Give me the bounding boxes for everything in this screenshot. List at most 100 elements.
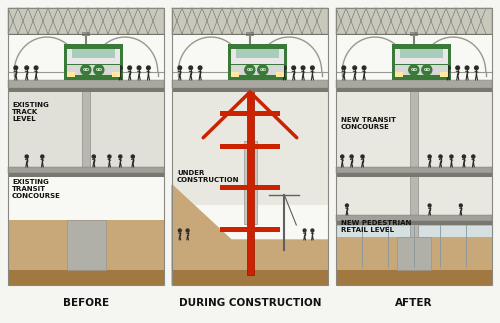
Text: GO: GO [82, 68, 89, 72]
Text: BEFORE: BEFORE [63, 298, 109, 308]
Bar [172, 8, 328, 285]
Bar [220, 144, 280, 150]
Bar [336, 173, 492, 177]
Bar [112, 72, 120, 77]
Bar [336, 215, 492, 221]
Circle shape [450, 155, 453, 158]
Text: GO: GO [96, 68, 102, 72]
Circle shape [189, 66, 192, 70]
Circle shape [303, 229, 306, 232]
Circle shape [428, 204, 431, 207]
Bar [246, 92, 254, 275]
Text: AFTER: AFTER [395, 298, 432, 308]
Bar [246, 32, 254, 36]
Bar [336, 88, 492, 92]
Bar [336, 175, 492, 215]
Bar [336, 270, 492, 285]
Bar [72, 49, 116, 58]
Circle shape [258, 65, 268, 75]
Circle shape [409, 65, 419, 75]
Bar [172, 80, 328, 88]
Circle shape [474, 66, 478, 70]
Circle shape [439, 155, 442, 158]
Bar [244, 141, 256, 224]
Circle shape [198, 66, 202, 70]
Circle shape [137, 66, 141, 70]
Circle shape [350, 155, 353, 158]
Circle shape [292, 66, 296, 70]
Circle shape [472, 155, 475, 158]
Bar [396, 72, 404, 77]
Text: EXISTING
TRANSIT
CONCOURSE: EXISTING TRANSIT CONCOURSE [12, 179, 61, 199]
Circle shape [311, 229, 314, 232]
Bar [8, 173, 164, 177]
Bar [336, 237, 492, 285]
Circle shape [462, 155, 466, 158]
Bar [336, 8, 492, 34]
Circle shape [340, 155, 344, 158]
Text: DURING CONSTRUCTION: DURING CONSTRUCTION [179, 298, 321, 308]
Text: UNDER
CONSTRUCTION: UNDER CONSTRUCTION [177, 170, 240, 183]
Bar [68, 49, 120, 64]
Circle shape [301, 66, 305, 70]
Bar [8, 8, 164, 285]
Bar [172, 270, 328, 285]
Circle shape [119, 155, 122, 158]
Bar [336, 225, 492, 267]
Text: GO: GO [424, 68, 430, 72]
Bar [8, 80, 164, 88]
Bar [8, 8, 164, 34]
Circle shape [81, 65, 91, 75]
Circle shape [362, 66, 366, 70]
Circle shape [361, 155, 364, 158]
Bar [172, 8, 328, 285]
Bar [400, 49, 444, 58]
Bar [220, 227, 280, 232]
Circle shape [456, 66, 460, 70]
Bar [220, 111, 280, 117]
Bar [336, 167, 492, 173]
Bar [8, 8, 164, 285]
Circle shape [25, 66, 28, 70]
Bar [172, 88, 328, 92]
Bar [232, 72, 239, 77]
Bar [228, 44, 288, 80]
Bar [336, 88, 492, 167]
Bar [397, 237, 431, 270]
Bar [336, 225, 492, 267]
Bar [276, 72, 284, 77]
Circle shape [282, 66, 286, 70]
Bar [8, 220, 164, 285]
Circle shape [245, 65, 255, 75]
Bar [66, 220, 106, 270]
Bar [336, 8, 492, 285]
Bar [172, 88, 328, 205]
Bar [172, 8, 328, 34]
Circle shape [342, 66, 345, 70]
Circle shape [92, 155, 96, 158]
Text: NEW TRANSIT
CONCOURSE: NEW TRANSIT CONCOURSE [341, 117, 396, 130]
Bar [236, 49, 280, 58]
Bar [8, 167, 164, 173]
Text: GO: GO [260, 68, 266, 72]
Bar [220, 185, 280, 190]
Circle shape [146, 66, 150, 70]
Text: EXISTING
TRACK
LEVEL: EXISTING TRACK LEVEL [12, 102, 49, 122]
Circle shape [428, 155, 431, 158]
Circle shape [41, 155, 44, 158]
Circle shape [118, 66, 122, 70]
Bar [440, 72, 448, 77]
Circle shape [131, 155, 134, 158]
Circle shape [178, 66, 182, 70]
Circle shape [186, 229, 189, 232]
Bar [232, 49, 284, 64]
Bar [336, 215, 492, 285]
Polygon shape [172, 185, 328, 285]
Text: GO: GO [410, 68, 418, 72]
Text: NEW PEDESTRIAN
RETAIL LEVEL: NEW PEDESTRIAN RETAIL LEVEL [341, 220, 411, 233]
Bar [396, 65, 448, 75]
Circle shape [465, 66, 469, 70]
Circle shape [34, 66, 38, 70]
Bar [82, 32, 90, 36]
Bar [396, 49, 448, 64]
